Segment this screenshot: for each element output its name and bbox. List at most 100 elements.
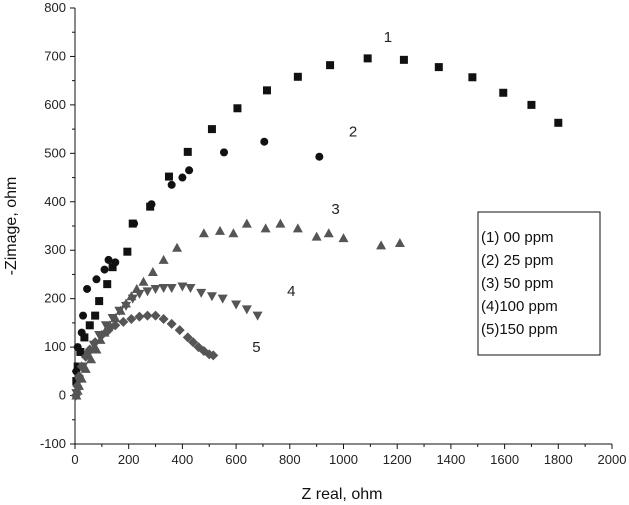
data-point	[74, 377, 85, 387]
data-point	[363, 54, 372, 63]
data-point	[206, 292, 217, 302]
data-point	[111, 258, 120, 267]
y-axis-title: -Zimage, ohm	[3, 177, 20, 276]
data-point	[376, 240, 387, 250]
data-point	[142, 287, 153, 297]
data-point	[123, 247, 132, 256]
data-point	[121, 301, 132, 311]
data-point	[91, 311, 100, 320]
data-point	[80, 333, 89, 342]
data-point	[114, 306, 125, 316]
data-points	[70, 54, 563, 401]
legend-entry-3: (3) 50 ppm	[481, 275, 554, 292]
data-point	[167, 180, 176, 189]
y-tick-label: 400	[44, 194, 66, 209]
data-point	[110, 320, 121, 331]
data-point	[241, 305, 252, 315]
data-point	[95, 297, 104, 306]
series-2	[72, 137, 324, 376]
data-point	[130, 219, 139, 228]
data-point	[138, 276, 149, 286]
data-point	[134, 311, 145, 322]
data-point	[134, 289, 145, 299]
data-point	[158, 314, 169, 325]
data-point	[79, 311, 88, 320]
data-point	[84, 344, 95, 355]
data-point	[76, 361, 87, 372]
data-point	[147, 267, 158, 277]
data-point	[76, 347, 85, 356]
data-point	[217, 294, 228, 304]
data-point	[90, 337, 101, 348]
data-point	[178, 173, 187, 182]
legend-entry-4: (4)100 ppm	[481, 298, 558, 315]
y-tick-label: 100	[44, 339, 66, 354]
x-tick-label: 800	[279, 452, 301, 467]
data-point	[198, 228, 209, 238]
data-point	[104, 255, 113, 264]
legend: (1) 00 ppm (2) 25 ppm (3) 50 ppm (4)100 …	[477, 211, 601, 356]
data-point	[185, 166, 194, 175]
data-point	[80, 351, 91, 362]
data-point	[74, 371, 85, 382]
data-point	[108, 263, 117, 272]
data-point	[100, 265, 109, 274]
legend-box	[477, 211, 601, 356]
data-point	[214, 225, 225, 235]
data-point	[233, 104, 242, 113]
x-axis-ticks: 0 200 400 600 800 1000 1200 1400 1600 1800 2000	[71, 444, 626, 467]
data-point	[185, 284, 196, 294]
x-tick-label: 1400	[436, 452, 465, 467]
data-point	[92, 275, 101, 284]
data-point	[72, 380, 83, 391]
data-point	[172, 242, 183, 252]
data-point	[208, 350, 219, 361]
data-point	[260, 223, 271, 233]
data-point	[527, 100, 536, 109]
data-point	[91, 344, 102, 354]
x-tick-label: 1800	[544, 452, 573, 467]
y-tick-label: 300	[44, 242, 66, 257]
y-tick-label: 500	[44, 145, 66, 160]
curve-labels: 1 2 3 4 5	[252, 29, 392, 356]
data-point	[262, 86, 271, 95]
data-point	[150, 284, 161, 294]
data-point	[399, 55, 408, 64]
data-point	[103, 325, 114, 336]
data-point	[323, 228, 334, 238]
data-point	[220, 148, 229, 157]
data-point	[158, 254, 169, 264]
x-tick-label: 400	[172, 452, 194, 467]
data-point	[150, 310, 161, 321]
data-point	[338, 233, 349, 243]
data-point	[70, 390, 81, 401]
legend-entry-5: (5)150 ppm	[481, 321, 558, 338]
data-point	[434, 63, 443, 72]
x-tick-label: 1600	[490, 452, 519, 467]
y-axis-ticks: -100 0 100 200 300 400 500 600 700 800	[40, 0, 75, 451]
data-point	[164, 172, 173, 181]
data-point	[207, 125, 216, 134]
legend-entry-2: (2) 25 ppm	[481, 252, 554, 269]
y-tick-label: -100	[40, 436, 66, 451]
x-axis-title: Z real, ohm	[302, 486, 383, 503]
data-point	[147, 200, 156, 209]
data-point	[468, 73, 477, 82]
curve-label-4: 4	[287, 283, 295, 300]
y-tick-label: 0	[59, 388, 66, 403]
y-tick-label: 600	[44, 97, 66, 112]
data-point	[326, 61, 335, 70]
x-tick-label: 0	[71, 452, 78, 467]
data-point	[315, 152, 324, 161]
data-point	[499, 88, 508, 97]
curve-label-3: 3	[331, 201, 339, 218]
series-4	[71, 282, 263, 399]
data-point	[166, 318, 177, 329]
data-point	[96, 330, 107, 340]
data-point	[85, 321, 94, 330]
data-point	[275, 218, 286, 228]
data-point	[293, 72, 302, 81]
data-point	[100, 321, 111, 331]
data-point	[174, 325, 185, 336]
